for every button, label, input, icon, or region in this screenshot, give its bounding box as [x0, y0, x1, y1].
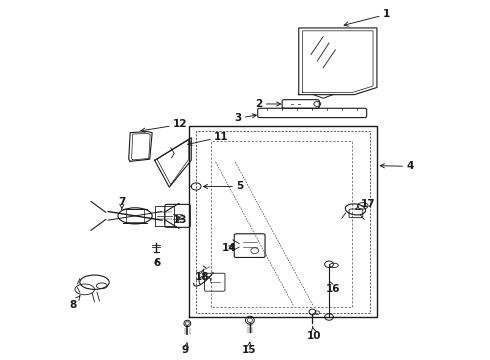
Text: 7: 7	[118, 197, 125, 209]
Text: 16: 16	[326, 281, 340, 294]
Text: 14: 14	[222, 243, 237, 253]
Text: 8: 8	[70, 296, 80, 310]
Text: 4: 4	[380, 161, 414, 171]
Text: 13: 13	[173, 215, 188, 225]
Text: 3: 3	[234, 113, 256, 123]
Text: 5: 5	[203, 181, 244, 192]
Text: 6: 6	[153, 258, 161, 268]
Text: 9: 9	[182, 342, 189, 355]
Text: 15: 15	[242, 342, 256, 355]
Text: 12: 12	[141, 120, 188, 132]
Text: 1: 1	[344, 9, 391, 26]
Text: 2: 2	[255, 99, 281, 109]
Text: 11: 11	[188, 132, 229, 145]
Text: 10: 10	[307, 327, 321, 341]
Text: 18: 18	[195, 269, 209, 282]
Text: 17: 17	[356, 199, 375, 210]
Ellipse shape	[118, 208, 152, 224]
